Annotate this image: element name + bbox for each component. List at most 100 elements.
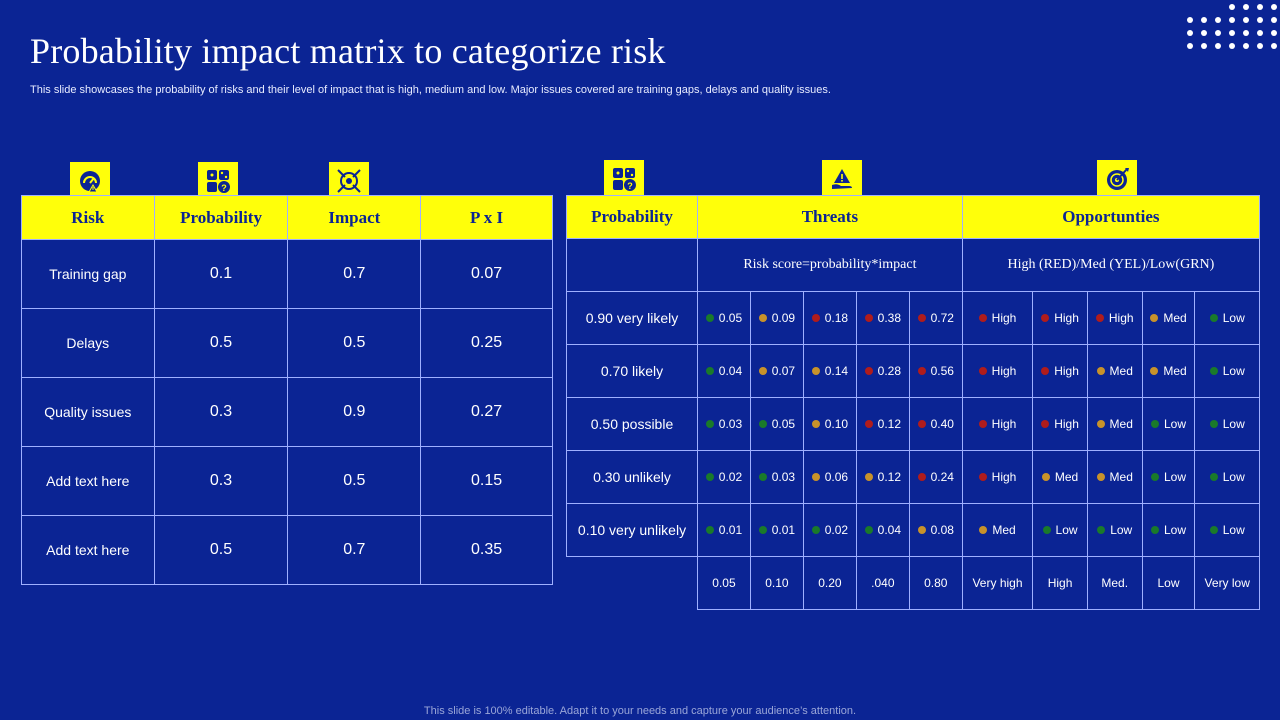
decor-dot [1243,30,1249,36]
opportunity-cell-value: Med [1109,470,1133,484]
header-impact: Impact [287,195,422,240]
opportunity-cell: Low [1194,503,1260,557]
table-row: 0.30 unlikely 0.02 0.03 0.06 0.12 0.24 High Med… [566,450,1260,504]
red-status-dot [978,313,987,322]
dice-question-icon: ? [198,162,238,200]
yellow-status-dot [811,472,820,481]
threat-score-cell-value: 0.18 [824,311,849,325]
header-threats: Threats [697,195,963,239]
opportunity-cell-value: High [991,364,1017,378]
threat-score-cell: 0.01 [749,503,804,557]
threat-score-cell-value: 0.38 [877,311,902,325]
opportunity-cell: High [1086,291,1143,345]
red-status-dot [978,366,987,375]
table-row: Quality issues 0.3 0.9 0.27 [21,377,553,447]
opportunity-cell-value: Low [1222,311,1245,325]
threat-score-cell: 0.04 [855,503,910,557]
probability-label: 0.50 possible [566,397,698,451]
threat-score-cell-value: 0.28 [877,364,902,378]
opportunity-cell: High [961,344,1034,398]
decor-dot [1257,43,1263,49]
threat-score-cell-value: 0.10 [824,417,849,431]
threat-score-cell: 0.38 [855,291,910,345]
green-status-dot [758,472,767,481]
threat-score-cell-value: 0.03 [771,470,796,484]
yellow-status-dot [1041,472,1050,481]
decor-dot [1271,43,1277,49]
red-status-dot [1041,366,1050,375]
opportunity-cell: Med [1141,291,1196,345]
red-status-dot [917,313,926,322]
opportunities-note: High (RED)/Med (YEL)/Low(GRN) [961,238,1261,292]
yellow-status-dot [1096,472,1105,481]
threat-score-cell: 0.03 [749,450,804,504]
risk-impact: 0.5 [287,308,422,378]
threat-score-cell: 0.06 [802,450,857,504]
hand-warning-icon [822,160,862,198]
table-row: 0.50 possible 0.03 0.05 0.10 0.12 0.40 High Hig… [566,397,1260,451]
impact-value-cell: 0.20 [802,556,857,610]
decor-dot [1243,17,1249,23]
svg-text:?: ? [627,181,633,191]
opportunity-cell-value: High [991,417,1017,431]
threat-score-cell: 0.40 [908,397,963,451]
decor-dot [1229,17,1235,23]
header-risk: Risk [21,195,155,240]
empty-cell [567,557,698,610]
threat-score-cell-value: 0.24 [930,470,954,484]
decor-dot [1243,43,1249,49]
decor-dot [1271,30,1277,36]
speedometer-warning-icon [70,162,110,200]
red-status-dot [1041,313,1050,322]
green-status-dot [1209,525,1218,534]
opportunity-cell-value: Low [1222,470,1245,484]
decor-dot [1257,4,1263,10]
risk-pxi: 0.35 [420,515,553,585]
decor-dot [1229,30,1235,36]
threat-score-cell: 0.12 [855,397,910,451]
threat-score-cell: 0.28 [855,344,910,398]
opportunity-cell: Med [961,503,1034,557]
svg-text:?: ? [221,183,227,193]
threat-score-cell-value: 0.02 [718,470,743,484]
threat-score-cell-value: 0.02 [824,523,849,537]
opportunity-cell-value: High [1054,364,1079,378]
threat-score-cell: 0.14 [802,344,857,398]
opportunity-cell: High [961,291,1034,345]
opportunity-cell: High [961,450,1034,504]
decor-dot [1215,43,1221,49]
risk-name: Delays [21,308,155,378]
risk-pxi: 0.07 [420,239,553,309]
decor-dot [1215,30,1221,36]
green-status-dot [705,419,714,428]
threat-score-cell-value: 0.01 [718,523,743,537]
green-status-dot [1097,525,1106,534]
threat-score-cell: 0.12 [855,450,910,504]
opportunity-cell: Med [1086,344,1143,398]
yellow-status-dot [979,525,988,534]
threat-score-cell-value: 0.56 [930,364,954,378]
threat-score-cell: 0.18 [802,291,857,345]
header-pxi: P x I [420,195,553,240]
probability-impact-matrix: Probability Threats Opportunties Risk sc… [566,195,1261,610]
green-status-dot [705,313,714,322]
opportunity-cell-value: Med [1109,417,1133,431]
risk-pxi: 0.15 [420,446,553,516]
green-status-dot [1209,313,1218,322]
threat-score-cell: 0.05 [697,291,751,345]
green-status-dot [1209,472,1218,481]
threat-score-cell: 0.02 [802,503,857,557]
threat-score-cell-value: 0.72 [930,311,954,325]
threat-score-cell-value: 0.09 [771,311,796,325]
green-status-dot [705,525,714,534]
decor-dot [1187,43,1193,49]
risk-impact: 0.7 [287,515,422,585]
opportunity-cell: Low [1086,503,1143,557]
red-status-dot [1095,313,1104,322]
green-status-dot [864,525,873,534]
opportunity-cell-value: Low [1222,364,1245,378]
opportunity-cell: Low [1141,503,1196,557]
opportunity-cell: Low [1194,450,1260,504]
opportunity-cell-value: Med [992,523,1016,537]
threat-score-cell-value: 0.04 [718,364,743,378]
